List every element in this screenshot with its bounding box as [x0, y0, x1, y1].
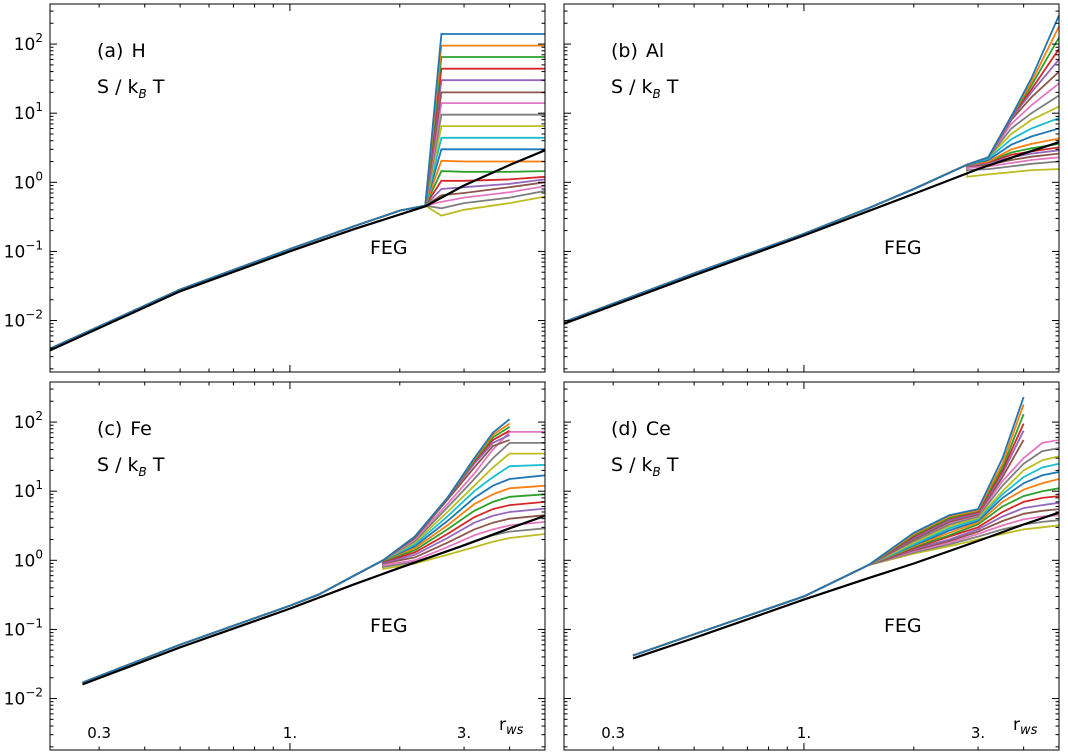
series-line-1	[564, 15, 1059, 323]
y-tick-label: 102	[14, 31, 43, 55]
ticks-layer: 10−2 10−1 100 101 102 0.3 1. 3.	[4, 382, 546, 750]
series-layer	[82, 418, 545, 686]
y-tick-label: 102	[14, 409, 43, 433]
feg-label: FEG	[370, 237, 408, 259]
y-tick-label: 10−2	[4, 686, 43, 710]
feg-line	[50, 149, 545, 352]
panel-label: (b) Al	[611, 40, 664, 62]
feg-line	[564, 141, 1059, 325]
series-layer	[564, 15, 1059, 325]
panel-quantity: S / kB T	[611, 454, 679, 479]
ticks-layer	[564, 4, 1060, 372]
element-name: Fe	[130, 418, 152, 440]
series-line-1	[50, 33, 545, 350]
y-tick-label: 100	[14, 169, 43, 193]
panel-d: 0.3 1. 3. (d) Ce S / kB T FEG rws	[563, 381, 1060, 751]
feg-line	[82, 514, 545, 686]
panel-label: (c) Fe	[97, 418, 152, 440]
x-tick-label: 0.3	[87, 724, 111, 742]
plot-frame	[563, 3, 1060, 373]
element-name: Al	[646, 40, 664, 62]
panel-quantity: S / kB T	[97, 76, 165, 101]
feg-label: FEG	[884, 615, 922, 637]
y-tick-label: 100	[14, 547, 43, 571]
ticks-layer: 0.3 1. 3.	[564, 382, 1060, 750]
element-name: H	[131, 40, 145, 62]
series-line-1	[82, 418, 511, 684]
panel-quantity: S / kB T	[97, 454, 165, 479]
panel-label: (d) Ce	[611, 418, 671, 440]
plot-frame	[49, 3, 546, 373]
x-axis-title: rws	[499, 715, 524, 738]
feg-line	[632, 511, 1059, 660]
panel-a: 10−2 10−1 100 101 102 (a) H S / kB T FEG	[4, 3, 546, 373]
y-tick-label: 10−1	[4, 238, 43, 262]
plot-frame	[49, 381, 546, 751]
plot-frame	[563, 381, 1060, 751]
x-tick-label: 3.	[971, 724, 985, 742]
element-name: Ce	[646, 418, 671, 440]
x-tick-label: 1.	[797, 724, 811, 742]
panel-label: (a) H	[97, 40, 146, 62]
feg-label: FEG	[370, 615, 408, 637]
panel-quantity: S / kB T	[611, 76, 679, 101]
ticks-layer: 10−2 10−1 100 101 102	[4, 4, 546, 372]
x-axis-title: rws	[1013, 715, 1038, 738]
series-line-1	[632, 396, 1025, 657]
panel-b: (b) Al S / kB T FEG	[563, 3, 1060, 373]
y-tick-label: 10−2	[4, 308, 43, 332]
series-layer	[50, 33, 545, 352]
y-tick-label: 101	[14, 100, 43, 124]
y-tick-label: 10−1	[4, 616, 43, 640]
x-tick-label: 1.	[283, 724, 297, 742]
x-tick-label: 3.	[457, 724, 471, 742]
y-tick-label: 101	[14, 478, 43, 502]
feg-label: FEG	[884, 237, 922, 259]
series-layer	[632, 396, 1059, 660]
x-tick-label: 0.3	[601, 724, 625, 742]
